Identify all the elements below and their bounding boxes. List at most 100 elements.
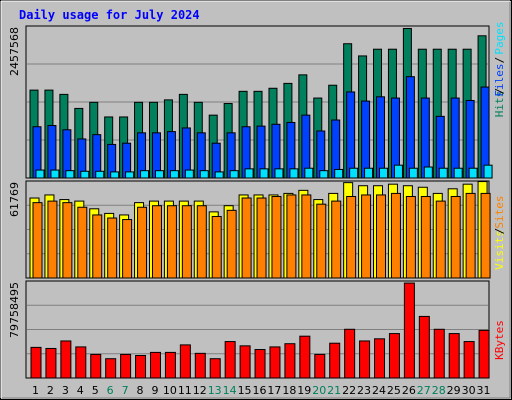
panel-visits-sites: 61769 Visits/Sites	[8, 180, 506, 279]
legend-files: Files	[493, 63, 506, 96]
bar-kbytes-day-22	[344, 328, 356, 379]
x-tick-label-day-29: 29	[447, 384, 461, 397]
bar-sites-day-31	[480, 192, 491, 279]
bar-kbytes-day-7	[120, 353, 132, 379]
x-tick-label-day-2: 2	[47, 384, 54, 397]
bar-sites-day-17	[271, 195, 282, 279]
bar-kbytes-day-26	[403, 282, 415, 379]
x-tick-label-day-14: 14	[223, 384, 237, 397]
bar-kbytes-day-2	[45, 347, 57, 379]
x-tick-label-day-6: 6	[107, 384, 114, 397]
bar-pages-day-6	[110, 171, 120, 179]
bar-sites-day-11	[181, 205, 192, 279]
bar-kbytes-day-8	[135, 354, 147, 379]
bar-sites-day-20	[316, 203, 327, 279]
bar-files-day-23	[361, 100, 371, 179]
bar-pages-day-3	[65, 170, 75, 179]
legend-pages: Pages	[493, 21, 506, 54]
x-tick-label-day-18: 18	[282, 384, 296, 397]
bar-kbytes-day-16	[254, 349, 266, 379]
bar-sites-day-27	[420, 195, 431, 279]
bar-files-day-30	[465, 99, 475, 179]
chart-panels: 2457568Hits/Files/Pages61769Visits/Sites…	[8, 21, 506, 379]
bar-kbytes-day-25	[388, 333, 400, 379]
legend-separator: /	[493, 57, 506, 64]
bar-pages-day-8	[140, 170, 150, 179]
bar-kbytes-day-15	[239, 345, 251, 379]
bar-files-day-31	[480, 86, 490, 179]
bar-pages-day-28	[438, 167, 448, 179]
bar-files-day-26	[405, 76, 415, 179]
y-max-label: 2457568	[8, 27, 21, 76]
x-tick-label-day-3: 3	[62, 384, 69, 397]
x-tick-label-day-5: 5	[92, 384, 99, 397]
bar-pages-day-10	[169, 170, 179, 179]
bar-sites-day-15	[241, 197, 252, 279]
x-tick-label-day-4: 4	[77, 384, 84, 397]
bar-kbytes-day-5	[90, 353, 102, 379]
bar-sites-day-6	[107, 217, 118, 279]
bar-pages-day-25	[393, 164, 403, 179]
bar-sites-day-26	[405, 195, 416, 279]
bar-kbytes-day-9	[149, 351, 161, 379]
bar-pages-day-18	[289, 168, 299, 179]
bar-sites-day-18	[286, 194, 297, 279]
bar-sites-day-29	[450, 195, 461, 279]
x-tick-label-day-19: 19	[297, 384, 311, 397]
bar-sites-day-7	[122, 219, 133, 279]
bar-kbytes-day-20	[314, 353, 326, 379]
x-tick-label-day-27: 27	[417, 384, 431, 397]
x-axis-labels: 1 2 3 4 5 6 7 8 9 10 11 12 13 14 15 16 17 18 19 20 21 22 23 24 2…	[32, 384, 491, 397]
bar-sites-day-22	[346, 195, 357, 279]
x-tick-label-day-24: 24	[372, 384, 386, 397]
bar-kbytes-day-28	[433, 328, 445, 379]
bar-kbytes-day-12	[194, 352, 206, 379]
bar-sites-day-10	[166, 205, 177, 279]
bar-kbytes-day-31	[478, 329, 490, 379]
bar-sites-day-24	[376, 194, 387, 279]
bar-files-day-29	[450, 97, 460, 179]
x-tick-label-day-11: 11	[178, 384, 192, 397]
x-tick-label-day-22: 22	[342, 384, 356, 397]
x-tick-label-day-21: 21	[327, 384, 341, 397]
x-tick-label-day-26: 26	[402, 384, 416, 397]
bar-kbytes-day-21	[329, 342, 341, 379]
bar-pages-day-1	[35, 169, 45, 179]
bar-kbytes-day-13	[209, 358, 221, 379]
bar-pages-day-7	[125, 171, 135, 179]
bar-pages-day-19	[304, 167, 314, 179]
legend-visits: Visits	[493, 230, 506, 270]
x-tick-label-day-25: 25	[387, 384, 401, 397]
x-tick-label-day-1: 1	[32, 384, 39, 397]
x-tick-label-day-13: 13	[208, 384, 222, 397]
bar-sites-day-16	[256, 197, 267, 279]
bar-pages-day-22	[349, 167, 359, 179]
legend-separator: /	[493, 88, 506, 95]
bar-pages-day-23	[364, 167, 374, 179]
x-tick-label-day-23: 23	[357, 384, 371, 397]
x-tick-label-day-20: 20	[312, 384, 326, 397]
bar-pages-day-11	[184, 169, 194, 179]
bar-pages-day-15	[244, 168, 254, 179]
legend-sites: Sites	[493, 195, 506, 228]
bar-files-day-22	[346, 91, 356, 179]
bar-kbytes-day-24	[374, 338, 386, 379]
bar-pages-day-13	[214, 171, 224, 179]
bar-kbytes-day-23	[359, 340, 371, 379]
bar-sites-day-28	[435, 200, 446, 279]
y-max-label: 61769	[8, 182, 21, 217]
x-tick-label-day-12: 12	[193, 384, 207, 397]
x-tick-label-day-15: 15	[238, 384, 252, 397]
bar-pages-day-9	[154, 170, 164, 179]
bar-sites-day-25	[390, 192, 401, 279]
bar-pages-day-20	[319, 170, 329, 179]
bar-sites-day-3	[62, 202, 73, 279]
bar-pages-day-14	[229, 170, 239, 179]
x-tick-label-day-10: 10	[163, 384, 177, 397]
bar-pages-day-4	[80, 170, 90, 179]
bar-pages-day-27	[423, 166, 433, 179]
bar-kbytes-day-6	[105, 358, 117, 379]
